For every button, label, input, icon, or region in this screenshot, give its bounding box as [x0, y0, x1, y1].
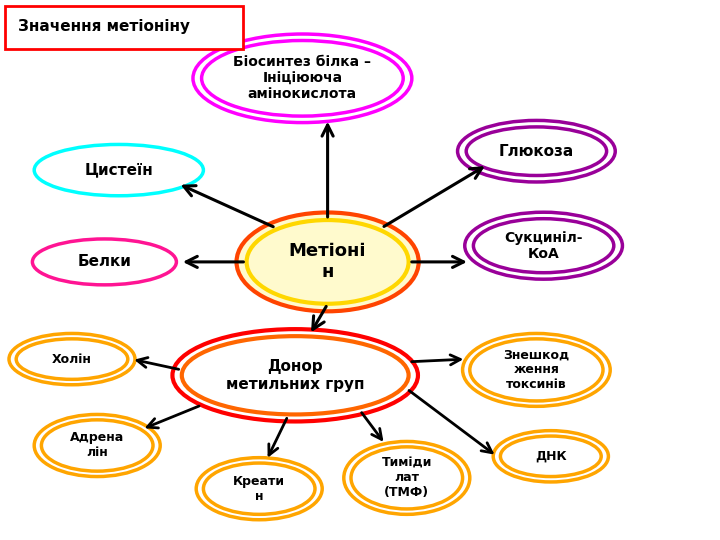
Ellipse shape: [493, 431, 608, 482]
Text: Адрена
лін: Адрена лін: [70, 431, 125, 460]
Text: Креати
н: Креати н: [233, 475, 285, 503]
Ellipse shape: [344, 442, 469, 514]
Text: Знешкод
ження
токсинів: Знешкод ження токсинів: [503, 348, 570, 392]
Ellipse shape: [196, 458, 323, 519]
Ellipse shape: [193, 34, 412, 123]
Text: Метіоні
н: Метіоні н: [289, 242, 366, 281]
Ellipse shape: [462, 333, 610, 407]
Ellipse shape: [458, 120, 615, 182]
Ellipse shape: [35, 144, 204, 195]
Ellipse shape: [237, 212, 419, 311]
Text: Тиміди
лат
(ТМФ): Тиміди лат (ТМФ): [382, 456, 432, 500]
Ellipse shape: [9, 333, 135, 384]
Text: Значення метіоніну: Значення метіоніну: [18, 19, 190, 35]
Text: Глюкоза: Глюкоза: [499, 144, 574, 159]
FancyBboxPatch shape: [5, 6, 243, 49]
Ellipse shape: [35, 415, 160, 477]
Ellipse shape: [173, 329, 418, 421]
Text: Холін: Холін: [52, 353, 92, 366]
Text: Сукциніл-
КоА: Сукциніл- КоА: [504, 231, 583, 261]
Text: Белки: Белки: [78, 254, 131, 269]
Text: ДНК: ДНК: [535, 450, 567, 463]
Ellipse shape: [465, 212, 623, 279]
Text: Донор
метильних груп: Донор метильних груп: [226, 359, 364, 392]
Text: Цистеїн: Цистеїн: [84, 163, 153, 178]
Text: Біосинтез білка –
Ініціююча
амінокислота: Біосинтез білка – Ініціююча амінокислота: [233, 55, 372, 102]
Ellipse shape: [32, 239, 176, 285]
